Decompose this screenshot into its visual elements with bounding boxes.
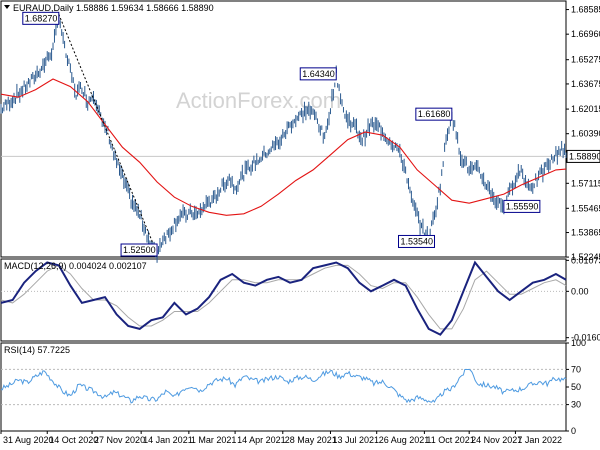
collapse-arrow-icon[interactable]: [4, 5, 10, 9]
annotation-label: 1.55590: [506, 201, 539, 211]
x-tick-label: 31 Aug 2020: [3, 435, 54, 445]
x-tick-label: 7 Jan 2022: [517, 435, 562, 445]
rsi-line: [1, 368, 567, 404]
macd-y-tick-label: -0.016046: [571, 333, 600, 343]
price-y-tick-label: 1.65275: [571, 55, 600, 65]
macd-main-line: [0, 260, 567, 336]
macd-title: MACD(12,26,9) 0.004024 0.002107: [4, 261, 147, 271]
rsi-y-tick-label: 100: [571, 338, 586, 348]
price-y-tick-label: 1.57115: [571, 178, 600, 188]
x-tick-label: 14 Apr 2021: [237, 435, 286, 445]
x-tick-label: 14 Oct 2020: [49, 435, 98, 445]
x-tick-label: 14 Jan 2021: [143, 435, 193, 445]
annotation-label: 1.64340: [302, 69, 335, 79]
watermark-text: ActionForex.com: [176, 88, 341, 113]
price-y-tick-label: 1.66960: [571, 29, 600, 39]
x-tick-label: 24 Nov 2021: [471, 435, 522, 445]
rsi-y-tick-label: 70: [571, 364, 581, 374]
annotation-box: [415, 107, 453, 121]
macd-signal-line: [0, 264, 567, 330]
x-tick-label: 11 Oct 2021: [426, 435, 474, 445]
price-y-tick-label: 1.68585: [571, 5, 600, 15]
macd-y-tick-label: 0.010735: [571, 255, 600, 265]
price-bars: [0, 13, 567, 263]
symbol-label: EURAUD,Daily 1.58886 1.59634 1.58666 1.5…: [13, 3, 214, 13]
annotation-box: [503, 199, 541, 213]
annotation-label: 1.68270: [25, 13, 58, 23]
price-y-tick-label: 1.55465: [571, 203, 600, 213]
annotation-box: [120, 243, 158, 257]
pane-frame-price: [0, 0, 567, 258]
rsi-y-tick-label: 50: [571, 382, 581, 392]
price-y-tick-label: 1.62015: [571, 104, 600, 114]
ma-line: [0, 78, 567, 216]
rsi-title: RSI(14) 57.7225: [4, 345, 70, 355]
annotation-label: 1.52500: [123, 245, 156, 255]
price-y-tick-label: 1.63675: [571, 79, 600, 89]
x-tick-label: 27 Nov 2020: [94, 435, 145, 445]
rsi-y-tick-label: 30: [571, 400, 581, 410]
current-price-label: 1.58890: [569, 151, 600, 161]
price-y-tick-label: 1.52245: [571, 252, 600, 262]
x-tick-label: 28 May 2021: [285, 435, 337, 445]
price-pane-title: EURAUD,Daily 1.58886 1.59634 1.58666 1.5…: [4, 3, 214, 13]
annotation-label: 1.53540: [401, 236, 434, 246]
trendline: [58, 14, 158, 254]
annotation-label: 1.61680: [418, 109, 451, 119]
price-y-tick-label: 1.60390: [571, 129, 600, 139]
macd-y-tick-label: 0.00: [571, 286, 589, 296]
x-tick-label: 1 Mar 2021: [191, 435, 237, 445]
current-price-tag: [566, 149, 600, 163]
x-tick-label: 26 Aug 2021: [379, 435, 430, 445]
price-y-tick-label: 1.53865: [571, 228, 600, 238]
x-tick-label: 13 Jul 2021: [332, 435, 379, 445]
annotation-box: [299, 67, 337, 81]
annotation-box: [22, 11, 60, 25]
annotation-box: [398, 234, 436, 248]
rsi-y-tick-label: 0: [571, 426, 576, 436]
